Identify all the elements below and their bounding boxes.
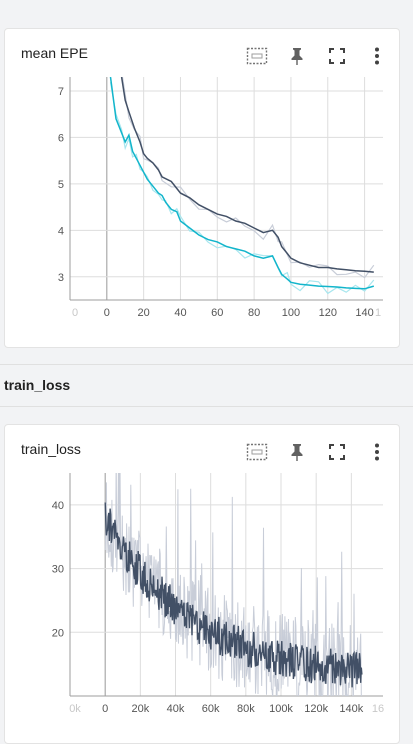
pin-icon [291,48,303,65]
x-tick-label: 0 [104,307,110,319]
x-tick-label: 60 [211,307,223,319]
pin-button[interactable] [281,40,313,72]
fullscreen-button[interactable] [321,436,353,468]
x-tick-label: 140 [355,307,373,319]
pin-button[interactable] [281,436,313,468]
more-options-button[interactable] [361,40,393,72]
x-tick-label: 140k [339,703,363,715]
y-tick-label: 20 [52,627,64,639]
fullscreen-button[interactable] [321,40,353,72]
x-tick-label: 0 [102,703,108,715]
y-tick-label: 30 [52,564,64,576]
x-tick-label: 80k [237,703,255,715]
fit-domain-button[interactable] [241,436,273,468]
series-line [109,77,375,290]
section-divider-top [0,364,413,365]
fit-domain-icon [246,443,268,461]
card-toolbar [241,436,393,468]
x-tick-label: 100k [269,703,293,715]
x-tick-label: 80 [248,307,260,319]
more-options-button[interactable] [361,436,393,468]
y-tick-label: 7 [58,86,64,98]
more-vert-icon [375,47,379,65]
card-toolbar [241,40,393,72]
series-group [104,473,363,696]
y-tick-label: 4 [58,225,64,237]
x-tick-label: 100 [282,307,300,319]
x-tick-label-faded: 16 [372,703,384,715]
series-line [104,502,363,688]
y-tick-label: 40 [52,500,64,512]
fit-domain-button[interactable] [241,40,273,72]
series-raw-line [121,77,375,279]
series-raw-line [104,473,362,696]
pin-icon [291,444,303,461]
y-tick-label: 3 [58,272,64,284]
x-tick-label: 120k [304,703,328,715]
y-tick-label: 5 [58,179,64,191]
x-tick-label: 40k [167,703,185,715]
x-tick-label: 120 [319,307,337,319]
fit-domain-icon [246,47,268,65]
x-tick-label-faded: 1 [375,307,381,319]
more-vert-icon [375,443,379,461]
x-tick-label-faded: 0 [72,307,78,319]
series-group [109,77,375,295]
section-divider-bottom [0,406,413,407]
card-title: mean EPE [21,45,88,61]
y-tick-label: 6 [58,132,64,144]
fullscreen-icon [329,48,345,64]
x-tick-label: 20k [131,703,149,715]
x-tick-label: 60k [202,703,220,715]
section-header: train_loss [4,377,71,393]
x-tick-label: 40 [174,307,186,319]
series-line [120,77,374,273]
x-tick-label: 20 [138,307,150,319]
x-tick-label-faded: 0k [69,703,81,715]
card-title: train_loss [21,441,81,457]
fullscreen-icon [329,444,345,460]
